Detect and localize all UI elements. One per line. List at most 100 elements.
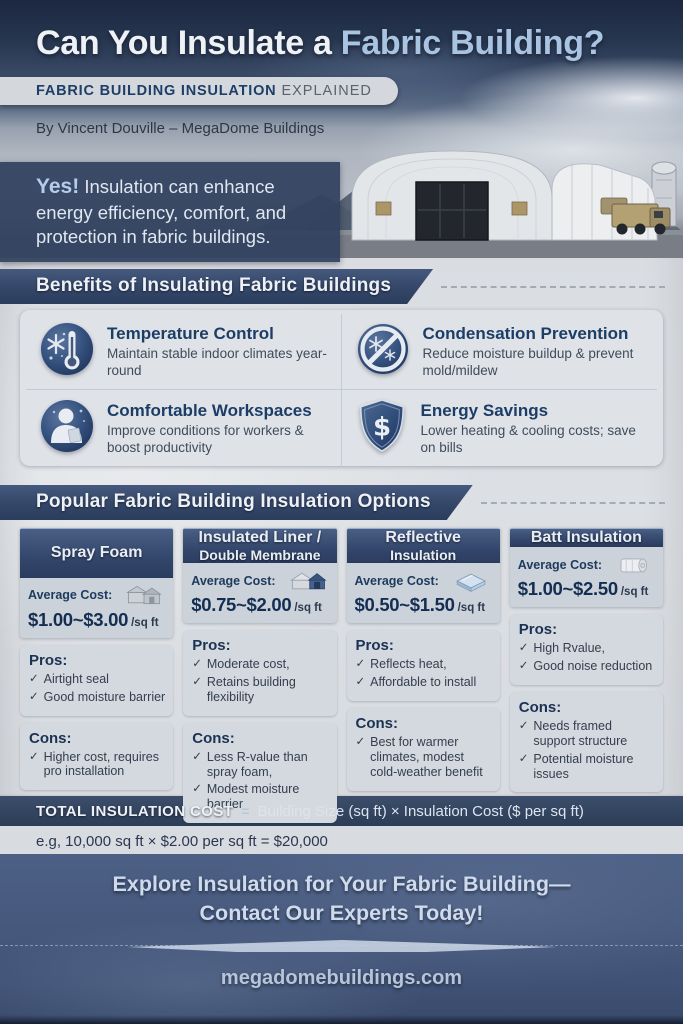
- option-name-line2: Insulation: [390, 547, 457, 564]
- average-cost-cell: Average Cost: $0.50~$1.50 /sq ft: [346, 563, 500, 624]
- check-icon: ✓: [518, 752, 529, 765]
- insulation-options-grid: Spray Foam Average Cost: $1.00~$3.00: [20, 528, 663, 823]
- option-name-line2: Double Membrane: [199, 547, 321, 564]
- pro-item: ✓ Good noise reduction: [518, 659, 653, 674]
- con-item: ✓ Potential moisture issues: [518, 751, 634, 781]
- price-range: $0.75~$2.00: [191, 594, 292, 616]
- cons-cell: Cons: ✓ Less R-value than spray foam, ✓ Mo…: [183, 722, 337, 823]
- option-column-spray-foam: Spray Foam Average Cost: $1.00~$3.00: [20, 528, 174, 790]
- option-name: Spray Foam: [50, 544, 143, 562]
- condensation-prevention-icon: [356, 322, 410, 381]
- equals-sign: =: [241, 803, 250, 819]
- kicker-badge: FABRIC BUILDING INSULATION EXPLAINED: [0, 77, 398, 105]
- benefit-temperature-control: Temperature Control Maintain stable indo…: [26, 314, 342, 390]
- spray-foam-building-icon: [126, 585, 163, 605]
- cons-list: ✓ Needs framed support structure ✓ Potenti…: [519, 719, 655, 781]
- pros-label: Pros:: [355, 637, 394, 655]
- answer-lead: Yes!: [36, 175, 80, 198]
- badge-primary-text: FABRIC BUILDING INSULATION: [36, 83, 277, 99]
- average-cost-label: Average Cost:: [28, 588, 113, 603]
- price-unit: /sq ft: [620, 586, 649, 599]
- pro-item: ✓ Airtight seal: [29, 671, 109, 686]
- page-title: Can You Insulate a Fabric Building?: [36, 24, 605, 63]
- benefit-text: Comfortable Workspaces Improve condition…: [107, 401, 331, 456]
- byline: By Vincent Douville – MegaDome Buildings: [36, 120, 325, 137]
- benefit-desc: Improve conditions for workers & boost p…: [107, 423, 304, 455]
- title-prefix: Can You Insulate a: [36, 24, 341, 62]
- reflective-sheet-icon: [455, 573, 486, 592]
- check-icon: ✓: [29, 672, 39, 685]
- energy-savings-icon: $: [356, 398, 408, 459]
- benefit-title: Condensation Prevention: [422, 324, 629, 344]
- pros-cell: Pros: ✓ Moderate cost, ✓ Retains building …: [183, 630, 337, 716]
- options-banner-row: Popular Fabric Building Insulation Optio…: [0, 486, 683, 519]
- con-item: ✓ Less R-value than spray foam,: [192, 749, 308, 779]
- pro-item: ✓ Retains building flexibility: [192, 675, 296, 705]
- total-cost-banner: TOTAL INSULATION COST = Building Size (s…: [0, 796, 683, 826]
- price-range: $0.50~$1.50: [354, 594, 455, 616]
- option-name: Insulated Liner /: [198, 529, 322, 546]
- check-icon: ✓: [29, 690, 39, 703]
- pros-list: ✓ Moderate cost, ✓ Retains building flexib…: [192, 657, 328, 704]
- cons-list: ✓ Less R-value than spray foam, ✓ Modest m…: [192, 750, 328, 812]
- cost-example-text: e.g, 10,000 sq ft × $2.00 per sq ft = $2…: [36, 832, 328, 850]
- website-url: megadomebuildings.com: [220, 967, 463, 990]
- pros-cell: Pros: ✓ Airtight seal ✓ Good moisture barr…: [20, 644, 174, 716]
- check-icon: ✓: [355, 658, 366, 671]
- pro-item: ✓ Good moisture barrier: [29, 689, 166, 704]
- benefit-text: Temperature Control Maintain stable indo…: [107, 324, 331, 379]
- pros-cell: Pros: ✓ High Rvalue, ✓ Good noise reductio…: [509, 614, 663, 686]
- option-header: Batt Insulation: [509, 528, 663, 548]
- cta-headline: Explore Insulation for Your Fabric Build…: [0, 854, 683, 928]
- cons-cell: Cons: ✓ Best for warmer climates, modest …: [346, 708, 500, 791]
- liner-building-icon: [289, 572, 327, 590]
- average-cost-label: Average Cost:: [354, 573, 439, 588]
- cons-label: Cons:: [518, 699, 562, 717]
- cost-example-row: e.g, 10,000 sq ft × $2.00 per sq ft = $2…: [0, 826, 683, 856]
- cons-label: Cons:: [192, 729, 235, 747]
- con-item: ✓ Modest moisture barrier: [192, 782, 300, 812]
- option-name: Batt Insulation: [530, 529, 642, 546]
- option-column-batt: Batt Insulation Average Cost: $1.00~$2.5…: [509, 528, 663, 793]
- option-name: Reflective: [385, 529, 461, 546]
- pro-item: ✓ Affordable to install: [355, 675, 477, 690]
- con-item: ✓ Best for warmer climates, modest cold-w…: [355, 735, 483, 779]
- building-door: [415, 181, 489, 241]
- check-icon: ✓: [518, 660, 529, 673]
- intro-answer-panel: Yes! Insulation can enhance energy effic…: [0, 162, 340, 262]
- pros-label: Pros:: [518, 621, 558, 639]
- check-icon: ✓: [192, 783, 202, 796]
- badge-secondary-text: EXPLAINED: [281, 83, 372, 99]
- price-unit: /sq ft: [294, 602, 322, 615]
- check-icon: ✓: [355, 676, 366, 689]
- options-section-title: Popular Fabric Building Insulation Optio…: [0, 485, 473, 520]
- dashed-rule: [441, 285, 665, 288]
- check-icon: ✓: [29, 750, 39, 763]
- check-icon: ✓: [355, 736, 366, 749]
- benefit-text: Condensation Prevention Reduce moisture …: [423, 324, 648, 379]
- cons-label: Cons:: [29, 729, 72, 747]
- total-cost-formula: Building Size (sq ft) × Insulation Cost …: [257, 802, 584, 820]
- benefit-condensation-prevention: Condensation Prevention Reduce moisture …: [341, 314, 657, 390]
- temperature-control-icon: [40, 322, 94, 381]
- pro-item: ✓ Moderate cost,: [192, 657, 290, 672]
- benefit-desc: Maintain stable indoor climates year-rou…: [107, 346, 327, 378]
- price-range: $1.00~$2.50: [517, 578, 618, 600]
- svg-text:$: $: [372, 413, 390, 443]
- cons-label: Cons:: [355, 715, 399, 733]
- benefit-energy-savings: $ Energy Savings Lower heating & cooling…: [342, 390, 658, 467]
- check-icon: ✓: [518, 720, 529, 733]
- fabric-building-illustration: [0, 150, 683, 258]
- con-item: ✓ Higher cost, requires pro installation: [29, 749, 159, 779]
- benefit-title: Comfortable Workspaces: [107, 401, 312, 421]
- benefit-text: Energy Savings Lower heating & cooling c…: [421, 401, 648, 456]
- cons-list: ✓ Higher cost, requires pro installation: [29, 750, 165, 780]
- total-cost-label: TOTAL INSULATION COST: [36, 802, 234, 820]
- footer: Explore Insulation for Your Fabric Build…: [0, 854, 683, 1024]
- benefits-banner-row: Benefits of Insulating Fabric Buildings: [0, 270, 683, 303]
- price-unit: /sq ft: [457, 602, 486, 615]
- check-icon: ✓: [192, 658, 202, 671]
- pros-cell: Pros: ✓ Reflects heat, ✓ Affordable to ins…: [346, 630, 500, 702]
- trucks-illustration: [600, 197, 671, 235]
